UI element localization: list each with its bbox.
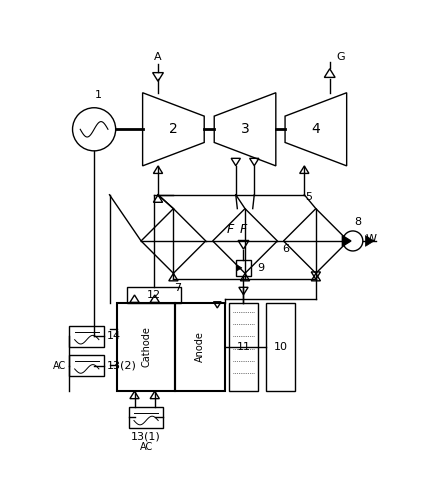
Text: 7: 7 [174, 284, 181, 294]
Bar [175, 302, 225, 391]
Text: 5: 5 [305, 192, 312, 202]
Text: AC: AC [53, 360, 67, 370]
Text: 10: 10 [273, 342, 287, 352]
Text: 2: 2 [169, 122, 178, 136]
Text: Anode: Anode [195, 332, 205, 362]
Text: 4: 4 [312, 122, 320, 136]
Polygon shape [365, 236, 374, 246]
Text: W: W [365, 234, 376, 243]
Text: F: F [240, 222, 247, 235]
Text: 6: 6 [282, 244, 289, 254]
Bar [236, 260, 251, 276]
Text: 13(2): 13(2) [107, 360, 137, 370]
Bar [117, 302, 175, 391]
Bar [70, 326, 104, 347]
Text: F: F [227, 222, 234, 235]
Text: 3: 3 [241, 122, 249, 136]
Text: G: G [336, 52, 345, 62]
Text: 1: 1 [95, 90, 101, 100]
Bar [70, 355, 104, 376]
Text: 14: 14 [107, 332, 121, 342]
Text: Cathode: Cathode [141, 326, 151, 368]
Polygon shape [237, 265, 242, 271]
Bar [266, 302, 295, 391]
Polygon shape [342, 236, 351, 246]
Bar [129, 406, 163, 428]
Text: 13(1): 13(1) [131, 432, 161, 442]
Text: AC: AC [139, 442, 153, 452]
Text: 8: 8 [354, 217, 362, 227]
Bar [127, 287, 181, 302]
Text: 9: 9 [257, 263, 265, 273]
Text: 11: 11 [237, 342, 251, 352]
Text: 12: 12 [147, 290, 161, 300]
Bar [229, 302, 258, 391]
Text: A: A [154, 52, 162, 62]
